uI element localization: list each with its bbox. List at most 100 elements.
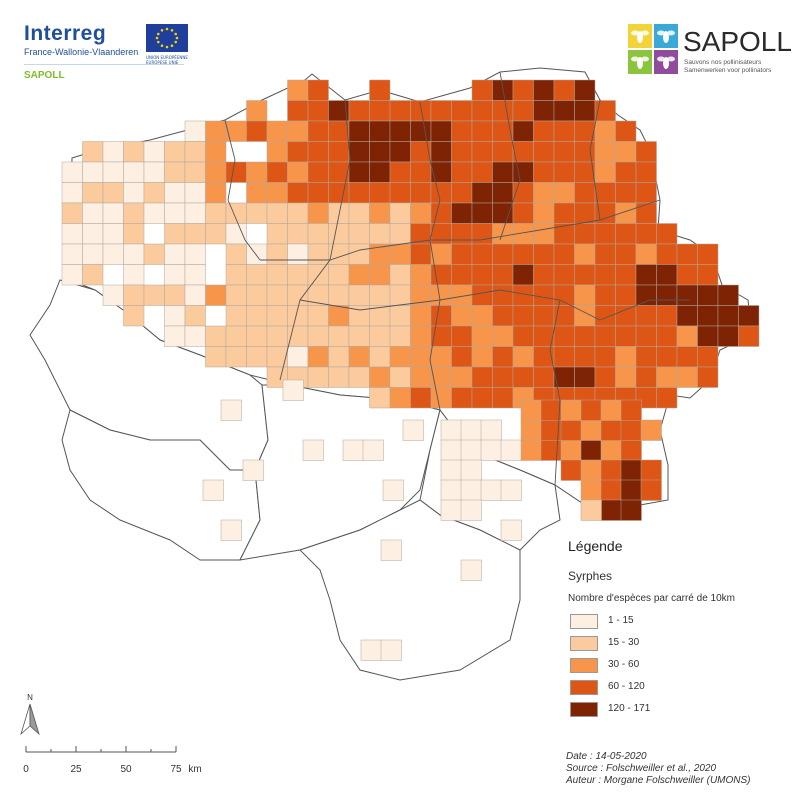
grid-cell xyxy=(738,305,760,327)
grid-cell xyxy=(574,223,596,245)
grid-cell xyxy=(82,264,104,286)
grid-cell xyxy=(471,120,493,142)
grid-cell xyxy=(123,284,145,306)
grid-cell xyxy=(348,161,370,183)
grid-cell xyxy=(430,100,452,122)
grid-cell xyxy=(369,79,391,101)
grid-cell xyxy=(369,346,391,368)
credit-source: Source : Folschweiller et al., 2020 xyxy=(566,763,717,774)
grid-cell xyxy=(328,346,350,368)
grid-cell xyxy=(560,419,582,441)
grid-cell xyxy=(307,264,329,286)
grid-cell xyxy=(287,100,309,122)
grid-cell xyxy=(580,399,602,421)
grid-cell xyxy=(61,202,83,224)
grid-cell xyxy=(266,264,288,286)
grid-cell xyxy=(307,141,329,163)
eu-flag-icon xyxy=(146,24,188,52)
grid-cell xyxy=(471,366,493,388)
grid-cell xyxy=(184,325,206,347)
grid-cell xyxy=(61,264,83,286)
grid-cell xyxy=(451,100,473,122)
grid-cell xyxy=(492,202,514,224)
grid-cell xyxy=(184,223,206,245)
grid-cell xyxy=(717,284,739,306)
grid-cell xyxy=(440,499,462,521)
grid-cell xyxy=(451,264,473,286)
grid-cell xyxy=(102,202,124,224)
grid-cell xyxy=(451,202,473,224)
grid-cell xyxy=(328,120,350,142)
grid-cell xyxy=(635,243,657,265)
grid-cell xyxy=(410,264,432,286)
grid-cell xyxy=(164,182,186,204)
grid-cell xyxy=(287,161,309,183)
grid-cell xyxy=(440,459,462,481)
grid-cell xyxy=(430,284,452,306)
grid-cell xyxy=(430,243,452,265)
grid-cell xyxy=(430,141,452,163)
grid-cell xyxy=(574,366,596,388)
grid-cell xyxy=(266,284,288,306)
grid-cell xyxy=(430,366,452,388)
province-boundary xyxy=(224,119,261,261)
grid-cell xyxy=(287,79,309,101)
grid-cell xyxy=(471,387,493,409)
grid-cell xyxy=(225,284,247,306)
grid-cell xyxy=(164,223,186,245)
grid-cell xyxy=(246,346,268,368)
grid-cell xyxy=(328,202,350,224)
grid-cell xyxy=(574,325,596,347)
grid-cell xyxy=(143,161,165,183)
grid-cell xyxy=(600,439,622,461)
legend-swatch xyxy=(570,658,598,673)
grid-cell xyxy=(382,479,404,501)
scale-unit: km xyxy=(188,764,201,774)
grid-cell xyxy=(369,182,391,204)
grid-cell xyxy=(594,325,616,347)
grid-cell xyxy=(143,141,165,163)
grid-cell xyxy=(540,399,562,421)
grid-cell xyxy=(225,346,247,368)
grid-cell xyxy=(512,120,534,142)
grid-cell xyxy=(656,325,678,347)
grid-cell xyxy=(348,182,370,204)
grid-cell xyxy=(348,346,370,368)
grid-cell xyxy=(266,141,288,163)
scale-tick: 25 xyxy=(70,764,82,774)
grid-cell xyxy=(369,100,391,122)
legend-swatch xyxy=(570,680,598,695)
grid-cell xyxy=(348,243,370,265)
grid-cell xyxy=(348,325,370,347)
grid-cell xyxy=(246,182,268,204)
grid-cell xyxy=(430,346,452,368)
grid-cell xyxy=(553,202,575,224)
grid-cell xyxy=(369,202,391,224)
grid-cell xyxy=(512,346,534,368)
grid-cell xyxy=(287,264,309,286)
sapoll-tagline-fr: Sauvons nos pollinisateurs xyxy=(684,59,762,66)
legend-label: 15 - 30 xyxy=(608,637,640,648)
grid-cell xyxy=(225,120,247,142)
grid-cell xyxy=(205,141,227,163)
sapoll-bee-icon xyxy=(654,50,678,74)
grid-cell xyxy=(480,419,502,441)
credit-date: Date : 14-05-2020 xyxy=(566,751,647,762)
grid-cell xyxy=(635,366,657,388)
grid-cell xyxy=(471,141,493,163)
grid-cell xyxy=(410,243,432,265)
grid-cell xyxy=(697,243,719,265)
grid-cell xyxy=(594,161,616,183)
grid-cell xyxy=(225,305,247,327)
grid-cell xyxy=(362,439,384,461)
grid-cell xyxy=(164,243,186,265)
grid-cell xyxy=(492,243,514,265)
grid-cell xyxy=(615,202,637,224)
grid-cell xyxy=(560,459,582,481)
grid-cell xyxy=(492,182,514,204)
grid-cell xyxy=(656,264,678,286)
grid-cell xyxy=(697,305,719,327)
grid-cell xyxy=(184,120,206,142)
grid-cell xyxy=(430,223,452,245)
grid-cell xyxy=(492,387,514,409)
